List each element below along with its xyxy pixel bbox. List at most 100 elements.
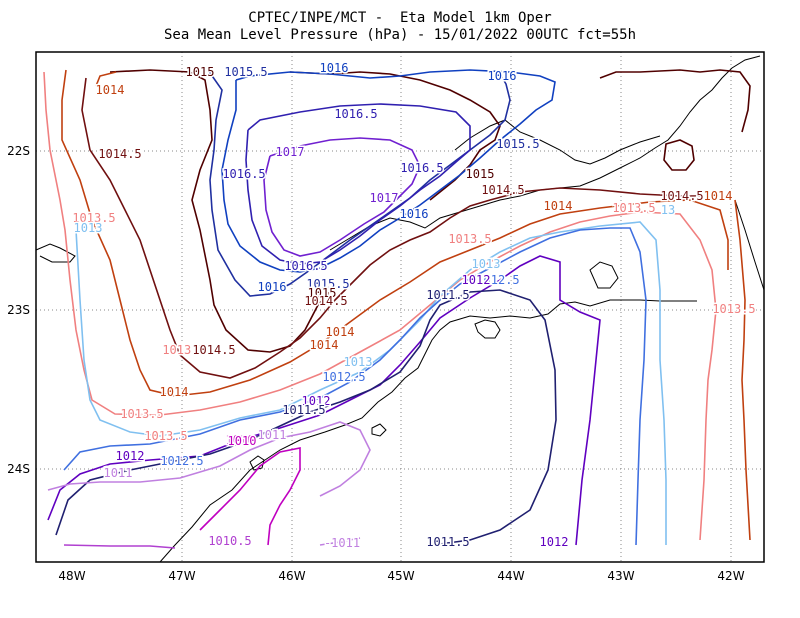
- map-frame: [35, 51, 765, 563]
- contour-label: 1015: [308, 286, 337, 300]
- contour-label: 1013.5: [120, 407, 163, 421]
- state-boundary-east: [734, 199, 765, 291]
- isobar-1012: [47, 255, 601, 546]
- isobars: [43, 69, 751, 549]
- isobar-1013.5: [43, 71, 717, 541]
- isobar-1011.5: [55, 289, 557, 545]
- contour-label: 1010: [226, 433, 255, 447]
- contour-label: 1012: [540, 535, 569, 549]
- contour-label: 1014: [310, 338, 339, 352]
- contour-label: 1016.5: [334, 107, 377, 121]
- isobar-1014.5: [81, 77, 700, 379]
- isobar-1015-east: [289, 71, 501, 201]
- contour-label: 1015: [186, 65, 215, 79]
- isobar-1015-west: [109, 69, 331, 353]
- contour-label: 1014: [160, 385, 189, 399]
- contour-label: 1014.5: [192, 343, 235, 357]
- contour-label: 1013.5: [448, 232, 491, 246]
- isobar-1016.5: [245, 103, 471, 265]
- lat-label-24s: 24S: [7, 462, 30, 476]
- map-title-line-1: CPTEC/INPE/MCT - Eta Model 1km Oper: [248, 10, 552, 26]
- isobar-1014-east: [734, 199, 751, 541]
- lon-label-47w: 47W: [168, 569, 195, 583]
- coastline: [35, 55, 765, 563]
- contour-label: 1012: [302, 394, 331, 408]
- contour-label: 1014.5: [98, 147, 141, 161]
- contour-label: 1017: [370, 191, 399, 205]
- contour-label: 1012: [116, 449, 145, 463]
- contour-label: 1012: [462, 273, 491, 287]
- isobar-1014: [61, 69, 729, 397]
- lat-label-23s: 23S: [7, 303, 30, 317]
- contour-label: 1012.5: [322, 370, 365, 384]
- isobar-1015-ring: [663, 139, 695, 171]
- lon-label-44w: 44W: [497, 569, 524, 583]
- lon-label-42w: 42W: [717, 569, 744, 583]
- contour-label: 1014: [544, 199, 573, 213]
- isobar-1016: [221, 69, 556, 273]
- contour-label: 1013.5: [72, 211, 115, 225]
- contour-label: 1012.5: [160, 454, 203, 468]
- contour-label: 1010.5: [208, 534, 251, 548]
- contour-label: 1011.5: [282, 403, 325, 417]
- contour-label: 1014: [96, 83, 125, 97]
- longitude-axis: 48W 47W 46W 45W 44W 43W 42W: [58, 569, 744, 583]
- contour-label: 1014: [704, 189, 733, 203]
- contour-label: 1011: [104, 465, 133, 479]
- isobar-1014-nw: [95, 71, 117, 87]
- contour-label: 1011: [258, 428, 287, 442]
- contour-label: 1013.5: [612, 201, 655, 215]
- lon-label-46w: 46W: [278, 569, 305, 583]
- contour-label: 1010: [228, 434, 257, 448]
- isobar-1017: [263, 137, 421, 257]
- isobar-1012.5: [63, 227, 647, 546]
- map-title-line-2: Sea Mean Level Pressure (hPa) - 15/01/20…: [163, 27, 636, 43]
- contour-label: 1011: [104, 466, 133, 480]
- contour-label: 1014.5: [304, 294, 347, 308]
- contour-label: 1014: [326, 325, 355, 339]
- contour-label: 1014.5: [481, 183, 524, 197]
- contour-label: 1016.5: [284, 259, 327, 273]
- west-coast-outline: [35, 243, 76, 263]
- contour-label: 1016: [488, 69, 517, 83]
- lon-label-45w: 45W: [387, 569, 414, 583]
- contour-label: 1015.5: [306, 277, 349, 291]
- contour-label: 1016.5: [222, 167, 265, 181]
- contour-label: 1017: [276, 145, 305, 159]
- contour-label: 1015.5: [224, 65, 267, 79]
- contour-label: 1011.5: [426, 535, 469, 549]
- latitude-axis: 22S 23S 24S: [7, 144, 30, 476]
- isobar-1010.5: [63, 544, 176, 549]
- contour-label: 1016: [400, 207, 429, 221]
- contour-label: 1014.5: [660, 189, 703, 203]
- island-small-2: [371, 423, 387, 437]
- contour-label: 1012.5: [476, 273, 519, 287]
- contour-label: 1016.5: [400, 161, 443, 175]
- contour-label: 1015: [466, 167, 495, 181]
- contour-label: -1011: [324, 536, 360, 550]
- isobar-1011-south: [319, 537, 361, 546]
- isobar-1013: [75, 221, 667, 545]
- island-small-1: [249, 455, 265, 471]
- contour-label: 1016: [320, 61, 349, 75]
- island-sao-sebastiao: [589, 261, 619, 289]
- contour-label: 13: [661, 203, 675, 217]
- contour-label: 1011.5: [426, 288, 469, 302]
- contour-label: 1013: [472, 257, 501, 271]
- state-boundary-north: [454, 119, 661, 165]
- coastline-upper: [329, 55, 761, 251]
- contour-label: 1013: [344, 355, 373, 369]
- contour-label: 1013.5: [712, 302, 755, 316]
- island-ilhabela: [474, 319, 501, 339]
- isobar-1015.5: [207, 69, 511, 297]
- isobar-1011: [47, 421, 371, 497]
- contour-label: 1016: [258, 280, 287, 294]
- contour-label: 1013: [74, 221, 103, 235]
- graticule: [36, 52, 764, 562]
- contour-label: 1013.5: [144, 429, 187, 443]
- contour-label: 1013.5: [162, 343, 205, 357]
- contour-label: 1015.5: [496, 137, 539, 151]
- lat-label-22s: 22S: [7, 144, 30, 158]
- lon-label-43w: 43W: [607, 569, 634, 583]
